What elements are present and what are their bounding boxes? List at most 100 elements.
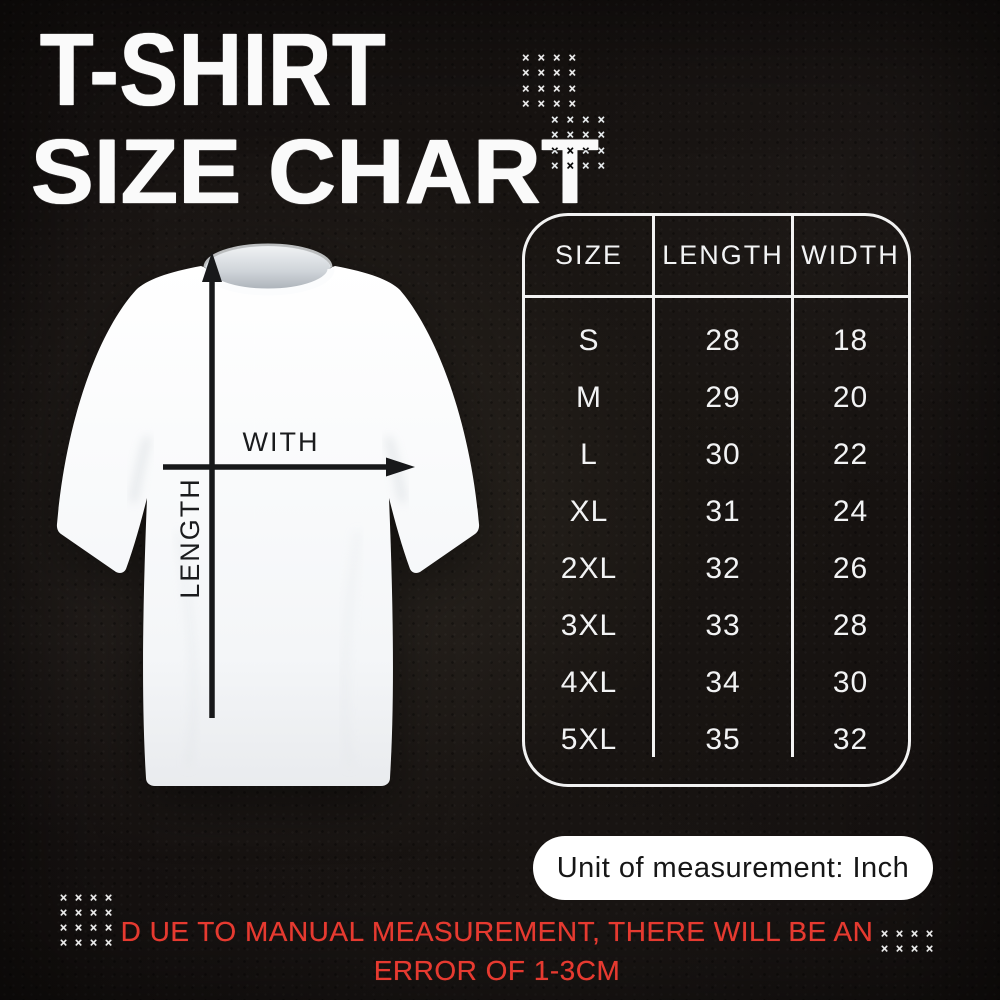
x-mark-icon: × (553, 97, 561, 112)
x-mark-icon: × (59, 920, 68, 935)
x-mark-icon: × (553, 81, 561, 96)
table-row: S 28 18 (525, 324, 908, 358)
x-mark-icon: × (925, 941, 934, 956)
size-cell: 5XL (560, 722, 618, 756)
size-cell: S (578, 324, 600, 358)
x-mark-icon: × (910, 926, 919, 941)
x-mark-icon: × (566, 112, 574, 127)
unit-note-pill: Unit of measurement: Inch (533, 836, 933, 900)
x-mark-icon: × (582, 112, 590, 127)
size-cell: 3XL (560, 608, 618, 642)
x-mark-icon: × (568, 66, 576, 81)
x-mark-icon: × (880, 926, 889, 941)
width-cell: 18 (832, 324, 869, 358)
width-label: WITH (243, 427, 320, 457)
table-body: S 28 18 M 29 20 L 30 22 XL 31 24 2XL 32 26 3XL 33 28 4XL 34… (525, 301, 908, 784)
x-mark-icon: × (582, 128, 590, 143)
length-arrow (202, 252, 222, 718)
tshirt-graphic: WITH LENGTH (56, 243, 480, 786)
x-mark-icon: × (566, 159, 574, 174)
unit-note-text: Unit of measurement: Inch (556, 851, 910, 884)
dot-pattern-bottom-left: × × × × × × × × × × × × × × × × (56, 890, 116, 950)
x-mark-icon: × (895, 926, 904, 941)
x-mark-icon: × (597, 112, 605, 127)
x-mark-icon: × (597, 128, 605, 143)
x-mark-icon: × (89, 935, 98, 950)
length-cell: 32 (705, 551, 741, 585)
x-mark-icon: × (59, 890, 68, 905)
table-row: XL 31 24 (525, 495, 908, 529)
length-cell: 34 (705, 665, 741, 699)
width-cell: 26 (832, 551, 869, 585)
width-cell: 24 (832, 495, 869, 529)
table-row: M 29 20 (525, 381, 908, 415)
x-mark-icon: × (551, 112, 559, 127)
x-mark-icon: × (74, 935, 83, 950)
x-mark-icon: × (89, 890, 98, 905)
x-mark-icon: × (551, 128, 559, 143)
x-mark-icon: × (522, 50, 530, 65)
x-mark-icon: × (582, 143, 590, 158)
disclaimer-line-1: D UE TO MANUAL MEASUREMENT, THERE WILL B… (120, 916, 874, 947)
x-mark-icon: × (551, 159, 559, 174)
x-mark-icon: × (566, 128, 574, 143)
length-cell: 33 (705, 608, 741, 642)
x-mark-icon: × (104, 935, 113, 950)
length-cell: 35 (705, 722, 741, 756)
width-cell: 22 (832, 438, 869, 472)
x-mark-icon: × (553, 66, 561, 81)
column-divider (652, 216, 655, 757)
x-mark-icon: × (597, 143, 605, 158)
size-cell: XL (569, 495, 609, 529)
length-cell: 30 (705, 438, 741, 472)
width-arrow (163, 457, 415, 477)
width-cell: 30 (832, 665, 869, 699)
x-mark-icon: × (89, 920, 98, 935)
x-mark-icon: × (104, 905, 113, 920)
x-mark-icon: × (522, 66, 530, 81)
x-mark-icon: × (537, 50, 545, 65)
x-mark-icon: × (89, 905, 98, 920)
x-mark-icon: × (551, 143, 559, 158)
disclaimer: D UE TO MANUAL MEASUREMENT, THERE WILL B… (57, 912, 937, 990)
x-mark-icon: × (537, 97, 545, 112)
x-mark-icon: × (537, 81, 545, 96)
collar-opening (205, 246, 331, 292)
table-row: 3XL 33 28 (525, 609, 908, 643)
table-row: 5XL 35 32 (525, 723, 908, 757)
table-row: L 30 22 (525, 438, 908, 472)
x-mark-icon: × (104, 890, 113, 905)
x-mark-icon: × (568, 50, 576, 65)
table-row: 2XL 32 26 (525, 552, 908, 586)
title-line-2: SIZE CHART (31, 121, 600, 223)
x-mark-icon: × (553, 50, 561, 65)
x-mark-icon: × (582, 159, 590, 174)
x-mark-icon: × (566, 143, 574, 158)
table-header-row: SIZE LENGTH WIDTH (525, 216, 908, 298)
x-mark-icon: × (910, 941, 919, 956)
column-divider (791, 216, 794, 757)
tshirt-diagram: WITH LENGTH (38, 232, 480, 792)
x-mark-icon: × (74, 920, 83, 935)
header-length: LENGTH (662, 240, 784, 270)
x-mark-icon: × (59, 935, 68, 950)
width-cell: 32 (832, 722, 869, 756)
width-cell: 28 (832, 608, 869, 642)
x-mark-icon: × (522, 81, 530, 96)
table-row: 4XL 34 30 (525, 666, 908, 700)
x-mark-icon: × (74, 890, 83, 905)
x-mark-icon: × (537, 66, 545, 81)
size-table: SIZE LENGTH WIDTH S 28 18 M 29 20 L 30 22 XL 31 24 2… (522, 213, 911, 787)
length-cell: 29 (705, 381, 741, 415)
x-mark-icon: × (74, 905, 83, 920)
header-width: WIDTH (801, 240, 900, 270)
dot-pattern-top-right-b: × × × × × × × × × × × × × × × × (547, 112, 609, 174)
x-mark-icon: × (880, 941, 889, 956)
x-mark-icon: × (59, 905, 68, 920)
dot-pattern-bottom-right: × × × × × × × × (877, 926, 937, 956)
size-cell: L (580, 438, 598, 472)
x-mark-icon: × (925, 926, 934, 941)
x-mark-icon: × (104, 920, 113, 935)
length-label: LENGTH (175, 477, 205, 599)
title-line-1: T-SHIRT (40, 12, 387, 127)
